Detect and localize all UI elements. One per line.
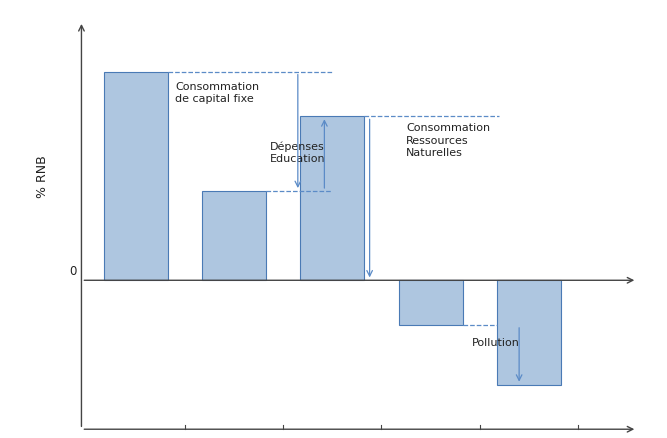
Bar bbox=[103, 73, 167, 281]
Text: Consommation
de capital fixe: Consommation de capital fixe bbox=[175, 81, 259, 104]
Text: Consommation
Ressources
Naturelles: Consommation Ressources Naturelles bbox=[406, 123, 490, 158]
Text: 0: 0 bbox=[69, 264, 77, 277]
Bar bbox=[300, 117, 364, 281]
Bar bbox=[399, 281, 463, 325]
Bar bbox=[497, 281, 561, 385]
Text: Dépenses
Education: Dépenses Education bbox=[270, 141, 326, 164]
Text: Pollution: Pollution bbox=[472, 337, 520, 347]
Bar bbox=[202, 191, 266, 281]
Text: % RNB: % RNB bbox=[35, 155, 49, 198]
